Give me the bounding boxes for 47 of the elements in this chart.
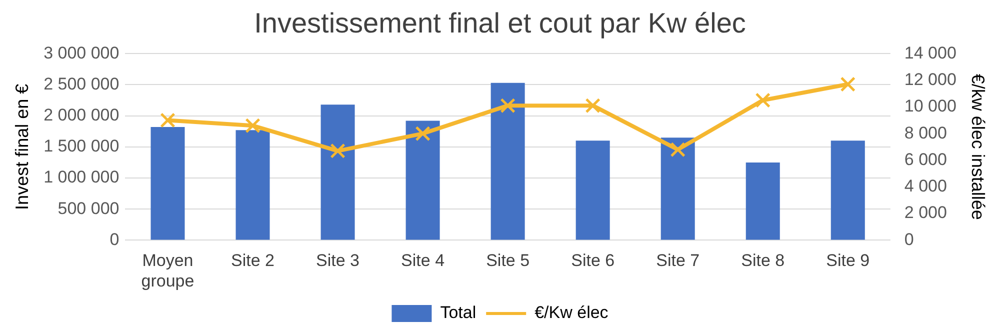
point [415, 126, 430, 142]
y2-tick-label: 2 000 [904, 203, 947, 222]
y-tick-label: 500 000 [58, 198, 120, 218]
bar [320, 104, 355, 240]
x-tick-label: Site 4 [401, 251, 445, 270]
point [755, 92, 770, 108]
y-tick-label: 1 500 000 [44, 136, 120, 156]
y-tick-label: 3 000 000 [44, 43, 120, 62]
x-tick-label: Site 2 [231, 251, 274, 270]
y2-tick-label: 4 000 [904, 176, 947, 196]
y-tick-label: 1 000 000 [44, 168, 120, 187]
bar [660, 138, 695, 240]
y2-axis-title: €/kw élec installée [968, 74, 988, 220]
point [585, 98, 600, 114]
x-tick-label: Site 6 [571, 251, 615, 270]
y2-tick-label: 0 [904, 230, 914, 249]
bar [490, 82, 525, 240]
x-tick-label: Moyen groupe [141, 251, 194, 290]
y-tick-label: 0 [110, 230, 120, 249]
x-tick-label: Site 7 [656, 251, 700, 270]
y-axis-title: Invest final en € [12, 84, 32, 210]
chart-title: Investissement final et cout par Kw élec [254, 8, 746, 39]
point [840, 76, 856, 92]
point [330, 143, 346, 159]
x-tick-label: Site 5 [486, 251, 530, 270]
y-tick-label: 2 500 000 [44, 74, 120, 94]
x-tick-label: Site 9 [826, 251, 870, 270]
legend-label: €/Kw élec [534, 303, 609, 322]
bar [406, 120, 440, 240]
x-tick-label: Site 8 [741, 251, 785, 270]
y2-tick-label: 12 000 [904, 70, 956, 89]
y-tick-label: 2 000 000 [44, 105, 120, 124]
y2-tick-label: 6 000 [904, 150, 947, 169]
legend-label: Total [440, 303, 476, 322]
point [245, 118, 260, 134]
y2-tick-label: 10 000 [904, 96, 956, 116]
point [670, 142, 686, 158]
bar [830, 140, 865, 240]
x-tick-label: Site 3 [316, 251, 360, 270]
bar [746, 162, 780, 240]
bar [150, 126, 185, 240]
point [500, 98, 516, 114]
y2-tick-label: 8 000 [904, 123, 947, 142]
point [160, 112, 176, 128]
y2-tick-label: 14 000 [904, 43, 956, 62]
bar [576, 140, 610, 240]
bar [236, 130, 270, 240]
